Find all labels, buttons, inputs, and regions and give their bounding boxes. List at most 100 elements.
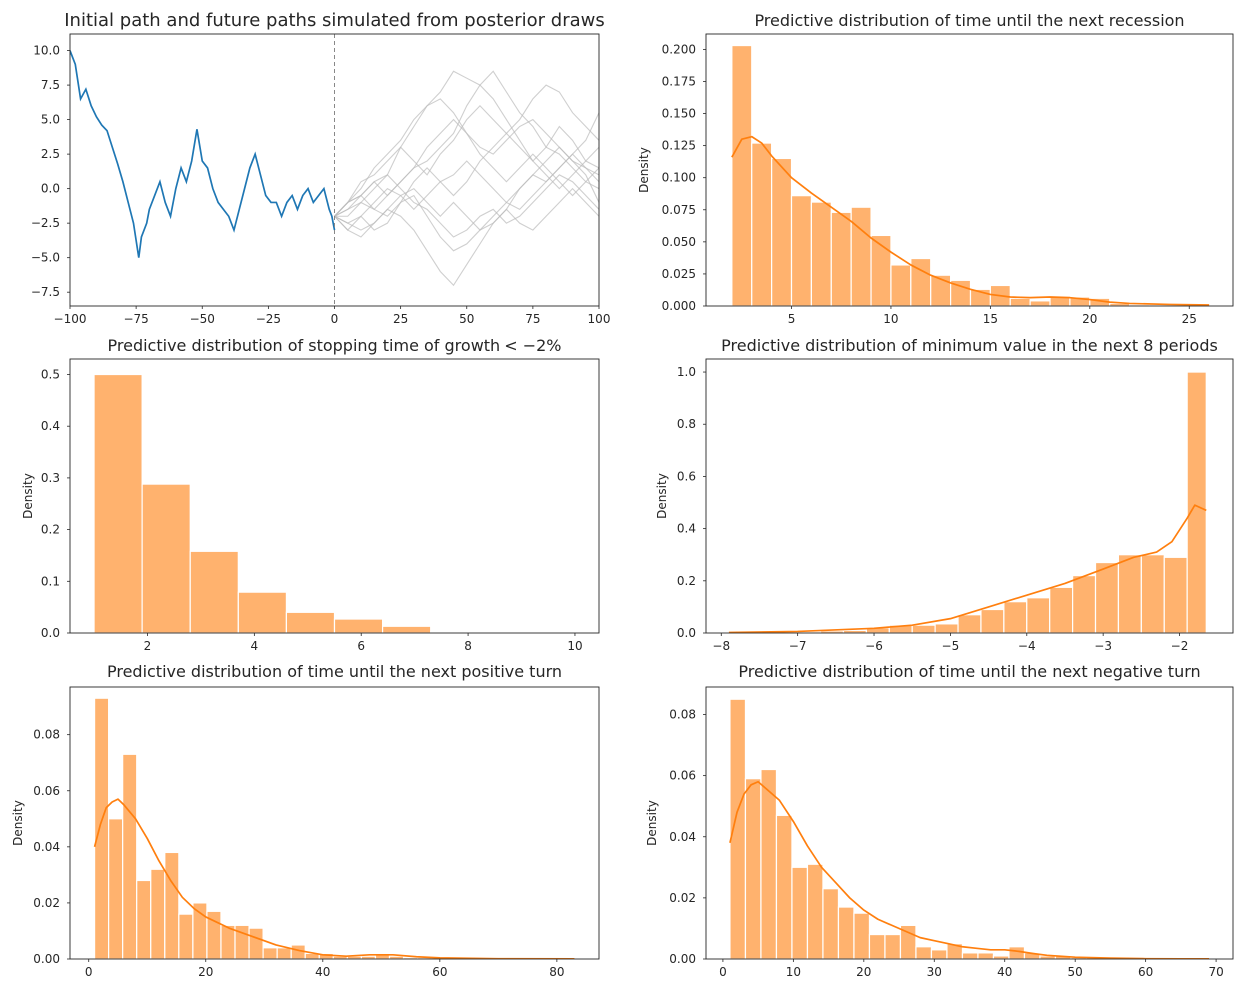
hist-bar [731, 44, 753, 306]
hist-bar [961, 952, 979, 959]
sim-path-11 [334, 118, 599, 217]
chart-title: Predictive distribution of time until th… [107, 662, 562, 681]
x-tick-label: −2 [1171, 639, 1189, 653]
chart-stopping: 2 4 6 8 10 0.0 0.1 0.2 0.3 0.4 0.5 Predictive distr… [21, 336, 600, 653]
x-tick-label: 15 [983, 312, 998, 326]
sim-path-8 [334, 146, 599, 252]
hist-bar [980, 608, 1005, 633]
x-tick-label: −100 [54, 312, 87, 326]
plot-area [729, 698, 1210, 959]
y-tick-label: 0.04 [33, 840, 60, 854]
y-tick-label: 0.125 [662, 139, 696, 153]
y-tick-label: 0.025 [662, 267, 696, 281]
x-tick-label: 75 [525, 312, 540, 326]
plot-area [70, 34, 599, 306]
chart-title-math: < −2% [504, 336, 561, 355]
plot-area [731, 44, 1210, 306]
sim-path-1 [334, 70, 599, 217]
x-tick-label: 2 [144, 639, 152, 653]
hist-bar [1094, 561, 1120, 633]
y-tick-label: −2.5 [31, 216, 60, 230]
hist-bar [884, 933, 902, 959]
y-tick-label: 0.04 [669, 830, 696, 844]
hist-bar [830, 211, 852, 306]
hist-bar [262, 947, 278, 959]
x-tick-label: 60 [1138, 965, 1153, 979]
hist-bar [1029, 300, 1051, 306]
hist-bar [189, 550, 239, 633]
hist-bar [1026, 597, 1051, 633]
x-tick-label: 20 [856, 965, 871, 979]
hist-bar [108, 818, 124, 959]
y-tick-label: 7.5 [41, 78, 60, 92]
axes-frame [705, 358, 1234, 634]
hist-bar [1049, 586, 1074, 633]
hist-bar [122, 753, 138, 959]
x-tick-label: 0 [85, 965, 93, 979]
x-tick-label: 50 [459, 312, 474, 326]
y-tick-label: 0.08 [669, 708, 696, 722]
y-tick-label: 0.5 [41, 368, 60, 382]
y-tick-label: 5.0 [41, 113, 60, 127]
hist-bar [141, 483, 191, 633]
y-tick-label: 0.0 [41, 626, 60, 640]
x-tick-label: 70 [1208, 965, 1223, 979]
y-tick-label: 0.175 [662, 74, 696, 88]
hist-bar [771, 157, 793, 306]
x-tick-label: −7 [789, 639, 807, 653]
hist-bar [1003, 601, 1028, 633]
hist-bar [178, 913, 194, 959]
hist-bar [276, 947, 292, 959]
hist-bar [977, 952, 995, 959]
x-tick-label: −4 [1018, 639, 1036, 653]
axes-frame [69, 358, 600, 634]
sim-path-7 [334, 125, 599, 217]
y-tick-label: 0.3 [41, 471, 60, 485]
hist-bar [93, 373, 143, 633]
y-tick-label: 0.050 [662, 235, 696, 249]
x-tick-label: 0 [331, 312, 339, 326]
hist-bar [890, 264, 912, 306]
hist-bar [760, 768, 778, 959]
y-tick-label: 0.00 [669, 952, 696, 966]
y-tick-label: −7.5 [31, 285, 60, 299]
hist-bar [806, 863, 824, 959]
y-tick-label: 10.0 [33, 44, 60, 58]
hist-bar [850, 206, 872, 306]
hist-bar [790, 195, 812, 306]
y-tick-label: 1.0 [677, 365, 696, 379]
chart-paths: −100 −75 −50 −25 0 25 50 75 100 −7.5 −5.0 −2.5 0.0 2.… [31, 10, 611, 326]
x-tick-label: 5 [788, 312, 796, 326]
initial-path [70, 50, 336, 258]
x-tick-label: −5 [942, 639, 960, 653]
x-tick-label: 10 [786, 965, 801, 979]
hist-bar [911, 624, 936, 633]
chart-title: Predictive distribution of time until th… [738, 662, 1200, 681]
hist-bar [192, 902, 208, 959]
axes-frame [705, 33, 1234, 307]
y-tick-label: 0.1 [41, 574, 60, 588]
chart-minimum: −8 −7 −6 −5 −4 −3 −2 0.0 0.2 0.4 0.6 0.8 1.0 Predicti… [655, 336, 1234, 653]
chart-title: Predictive distribution of minimum value… [721, 336, 1218, 355]
x-tick-label: 40 [997, 965, 1012, 979]
y-tick-label: 0.02 [33, 896, 60, 910]
y-tick-label: 0.075 [662, 203, 696, 217]
hist-bar [1140, 554, 1165, 633]
chart-title: Initial path and future paths simulated … [64, 10, 604, 31]
y-tick-label: 0.0 [41, 182, 60, 196]
x-tick-label: −6 [865, 639, 883, 653]
y-tick-label: 0.06 [669, 769, 696, 783]
x-tick-label: −25 [256, 312, 281, 326]
hist-bar [1186, 371, 1207, 633]
x-tick-label: 25 [393, 312, 408, 326]
sim-path-4 [334, 174, 599, 238]
y-axis-label: Density [637, 147, 651, 193]
hist-bar [93, 697, 110, 959]
x-tick-label: 20 [1082, 312, 1097, 326]
y-tick-label: 0.4 [677, 522, 696, 536]
kde-curve [731, 135, 1210, 306]
x-tick-label: −50 [190, 312, 215, 326]
y-tick-label: 0.150 [662, 107, 696, 121]
